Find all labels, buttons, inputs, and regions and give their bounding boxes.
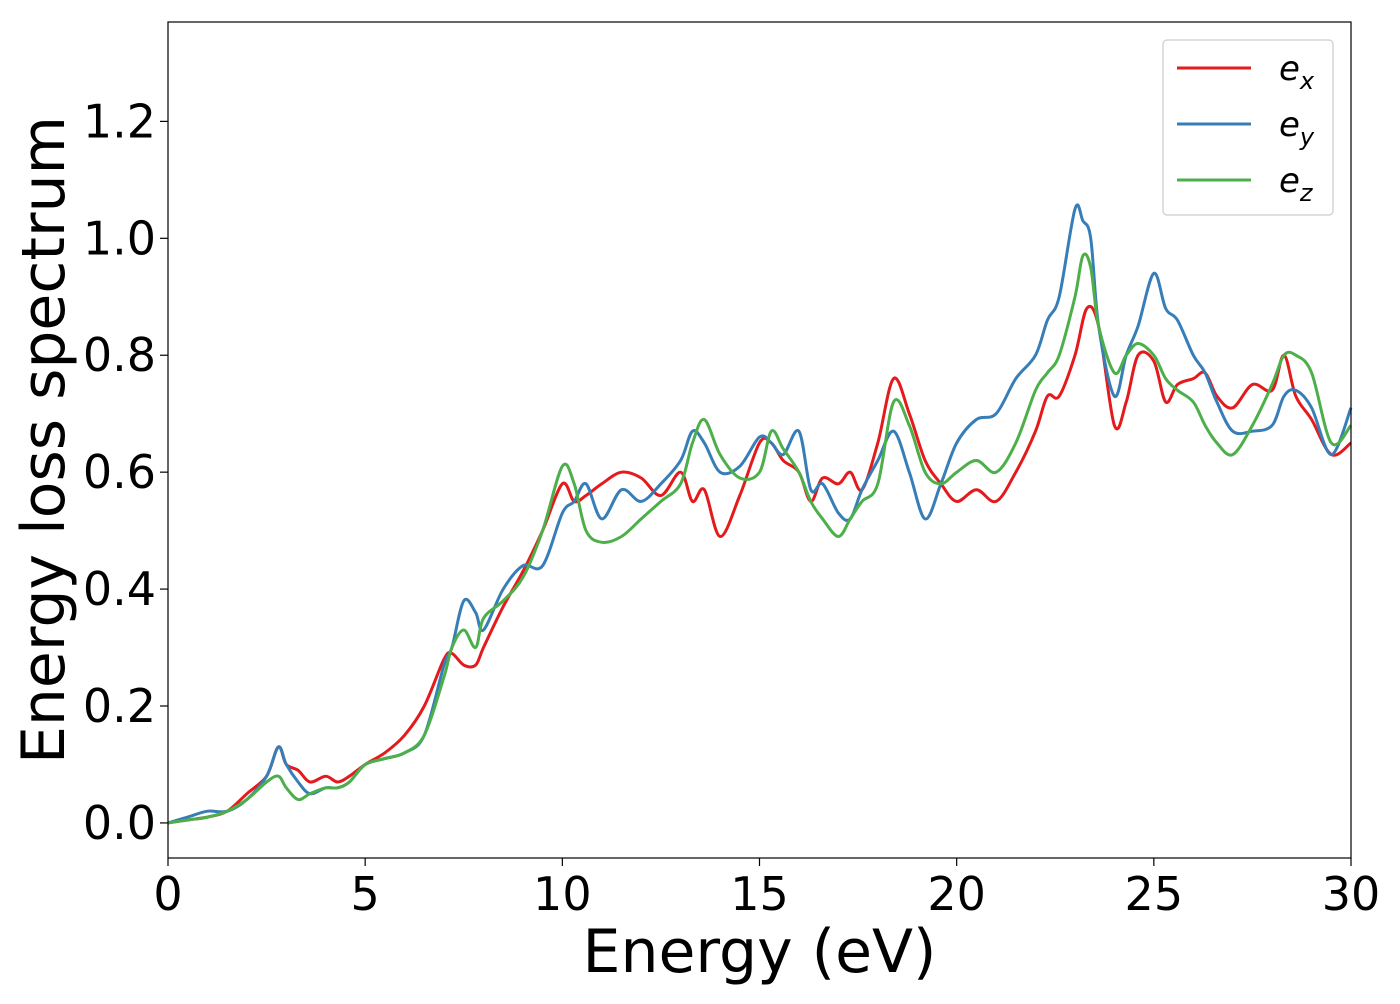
- series-layer: [167, 203, 1353, 825]
- y-tick-label: 1.2: [83, 94, 156, 148]
- y-axis-title: Energy loss spectrum: [9, 116, 79, 764]
- legend-label-base: e: [1279, 161, 1300, 201]
- legend-label-z: ez: [1279, 161, 1314, 207]
- x-axis-title: Energy (eV): [583, 917, 937, 987]
- legend-label-subscript: x: [1299, 67, 1315, 95]
- legend-label-y: ey: [1279, 105, 1315, 151]
- series-line-y: [167, 203, 1353, 825]
- x-tick-label: 30: [1322, 867, 1381, 921]
- legend-label-base: e: [1279, 49, 1300, 89]
- legend-label-subscript: z: [1299, 179, 1314, 207]
- x-tick-label: 15: [730, 867, 789, 921]
- x-tick-label: 5: [351, 867, 380, 921]
- y-tick-label: 0.2: [83, 679, 156, 733]
- series-line-z: [167, 252, 1353, 825]
- x-tick-label: 25: [1125, 867, 1184, 921]
- x-tick-label: 10: [533, 867, 592, 921]
- y-tick-label: 0.6: [83, 445, 156, 499]
- ticks-layer: 0 5 10 15 20 25 30 0.0 0.2 0.4 0.6 0.8 1.0 1.2: [83, 94, 1380, 921]
- legend-label-subscript: y: [1299, 123, 1315, 151]
- legend-box: [1162, 39, 1334, 216]
- y-tick-label: 0.4: [83, 562, 156, 616]
- legend-label-base: e: [1279, 105, 1300, 145]
- y-tick-label: 0.8: [83, 328, 156, 382]
- x-tick-label: 20: [927, 867, 986, 921]
- y-tick-label: 0.0: [83, 796, 156, 850]
- series-line-x: [167, 304, 1352, 825]
- legend-label-x: ex: [1279, 49, 1315, 95]
- y-tick-label: 1.0: [83, 211, 156, 265]
- x-tick-label: 0: [153, 867, 182, 921]
